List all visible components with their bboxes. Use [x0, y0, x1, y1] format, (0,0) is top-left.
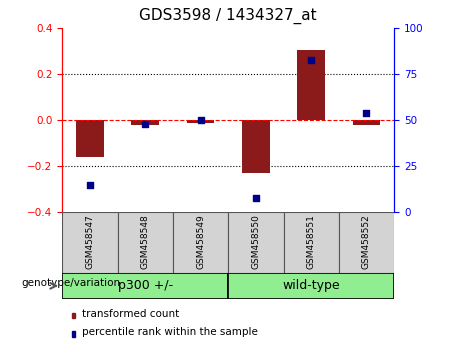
FancyBboxPatch shape	[62, 212, 118, 273]
Point	[252, 195, 260, 200]
Text: GSM458547: GSM458547	[85, 214, 95, 269]
Text: GSM458552: GSM458552	[362, 214, 371, 269]
Bar	[187, 120, 214, 123]
Point	[197, 118, 204, 123]
FancyBboxPatch shape	[228, 212, 284, 273]
Text: p300 +/-: p300 +/-	[118, 279, 173, 292]
FancyBboxPatch shape	[173, 212, 228, 273]
FancyBboxPatch shape	[284, 212, 339, 273]
Text: transformed count: transformed count	[82, 309, 179, 319]
Point	[86, 182, 94, 188]
Bar	[131, 120, 159, 125]
Text: GSM458551: GSM458551	[307, 214, 316, 269]
Text: GSM458550: GSM458550	[251, 214, 260, 269]
FancyBboxPatch shape	[339, 212, 394, 273]
Text: GSM458548: GSM458548	[141, 214, 150, 269]
Text: GSM458549: GSM458549	[196, 214, 205, 269]
Point	[307, 57, 315, 62]
Bar	[72, 313, 76, 319]
FancyBboxPatch shape	[62, 273, 228, 299]
FancyBboxPatch shape	[228, 273, 394, 299]
Text: genotype/variation: genotype/variation	[22, 278, 121, 288]
Bar	[242, 120, 270, 173]
Bar	[297, 50, 325, 120]
Title: GDS3598 / 1434327_at: GDS3598 / 1434327_at	[139, 8, 317, 24]
Bar	[353, 120, 380, 125]
Bar	[76, 120, 104, 157]
Point	[142, 121, 149, 127]
Text: wild-type: wild-type	[282, 279, 340, 292]
Text: percentile rank within the sample: percentile rank within the sample	[82, 327, 258, 337]
Point	[363, 110, 370, 116]
Bar	[72, 331, 76, 337]
FancyBboxPatch shape	[118, 212, 173, 273]
